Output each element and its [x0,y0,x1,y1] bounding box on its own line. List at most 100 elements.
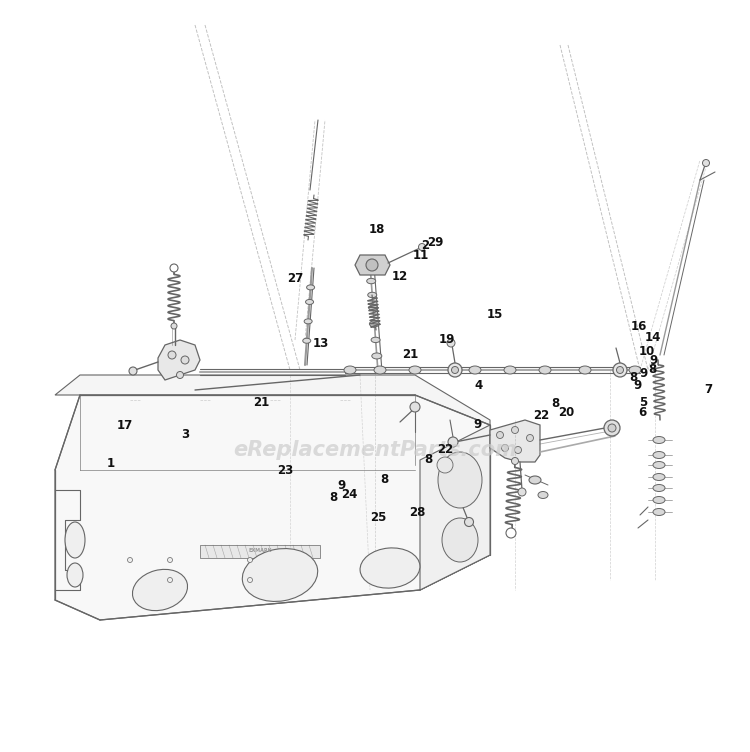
Text: 21: 21 [402,348,418,362]
Ellipse shape [442,518,478,562]
Text: 29: 29 [427,236,444,250]
Circle shape [129,367,137,375]
Text: 1: 1 [107,457,115,471]
Circle shape [128,557,133,562]
Ellipse shape [242,548,318,602]
Polygon shape [355,255,390,275]
Ellipse shape [369,305,378,311]
Text: EXMARK: EXMARK [248,548,272,553]
Circle shape [181,356,189,364]
Circle shape [512,457,518,465]
Text: 11: 11 [413,249,429,262]
Text: 9: 9 [472,418,482,432]
Ellipse shape [539,366,551,374]
Ellipse shape [653,462,665,468]
Polygon shape [420,425,490,590]
Circle shape [496,432,503,438]
Ellipse shape [344,366,356,374]
Text: 7: 7 [704,383,712,396]
Text: 8: 8 [330,491,338,505]
Text: 14: 14 [644,331,661,344]
Circle shape [176,371,184,378]
Circle shape [248,578,253,583]
Text: 8: 8 [648,362,657,376]
Ellipse shape [653,484,665,492]
Text: eReplacementParts.com: eReplacementParts.com [233,440,517,460]
Circle shape [448,437,458,447]
Text: 22: 22 [437,443,454,456]
Ellipse shape [307,285,314,290]
Text: 20: 20 [558,406,574,420]
Text: 27: 27 [287,272,304,286]
Text: 24: 24 [341,487,358,501]
Circle shape [502,444,509,451]
Text: 10: 10 [638,345,655,359]
Text: 12: 12 [392,270,408,284]
Polygon shape [158,340,200,380]
Ellipse shape [133,569,188,611]
Text: 21: 21 [253,396,269,409]
Circle shape [464,517,473,526]
Text: 9: 9 [639,367,647,381]
Text: 9: 9 [649,354,657,368]
Circle shape [526,435,533,441]
Ellipse shape [368,293,376,298]
Polygon shape [55,375,490,440]
Text: 5: 5 [638,396,646,409]
Circle shape [248,557,253,562]
Circle shape [447,339,455,347]
Circle shape [616,366,623,374]
Ellipse shape [504,366,516,374]
Circle shape [170,264,178,272]
Ellipse shape [469,366,481,374]
Text: 18: 18 [369,223,386,236]
Text: 9: 9 [633,379,641,393]
Text: 4: 4 [474,378,483,392]
Ellipse shape [653,436,665,444]
Text: 8: 8 [630,371,638,384]
Circle shape [167,557,172,562]
Ellipse shape [409,366,421,374]
Circle shape [703,159,709,166]
Ellipse shape [304,319,312,324]
Text: 6: 6 [638,406,646,420]
Text: 22: 22 [533,408,550,422]
Ellipse shape [367,278,376,284]
Ellipse shape [653,474,665,481]
Circle shape [366,259,378,271]
Text: 19: 19 [439,333,455,347]
Ellipse shape [653,508,665,516]
Circle shape [518,488,526,496]
Circle shape [419,244,425,250]
Ellipse shape [529,476,541,484]
Ellipse shape [629,366,641,374]
Circle shape [512,426,518,433]
Text: 8: 8 [424,453,432,466]
Text: 15: 15 [487,308,503,321]
Ellipse shape [370,321,380,327]
Circle shape [437,457,453,473]
Ellipse shape [653,496,665,504]
Polygon shape [490,420,540,462]
Circle shape [171,323,177,329]
Ellipse shape [65,522,85,558]
Circle shape [167,578,172,583]
Ellipse shape [305,299,314,305]
Text: 3: 3 [182,428,189,441]
Text: 25: 25 [370,511,386,524]
Circle shape [506,528,516,538]
Text: 13: 13 [313,337,329,350]
Text: 9: 9 [338,478,345,492]
Circle shape [608,424,616,432]
Circle shape [168,351,176,359]
Circle shape [448,363,462,377]
Text: 17: 17 [116,419,133,432]
Ellipse shape [653,451,665,459]
Text: 2: 2 [422,239,429,253]
Circle shape [604,420,620,436]
Circle shape [452,366,458,374]
Ellipse shape [67,563,83,587]
Circle shape [514,447,521,453]
Ellipse shape [360,548,420,588]
Text: 28: 28 [409,505,425,519]
